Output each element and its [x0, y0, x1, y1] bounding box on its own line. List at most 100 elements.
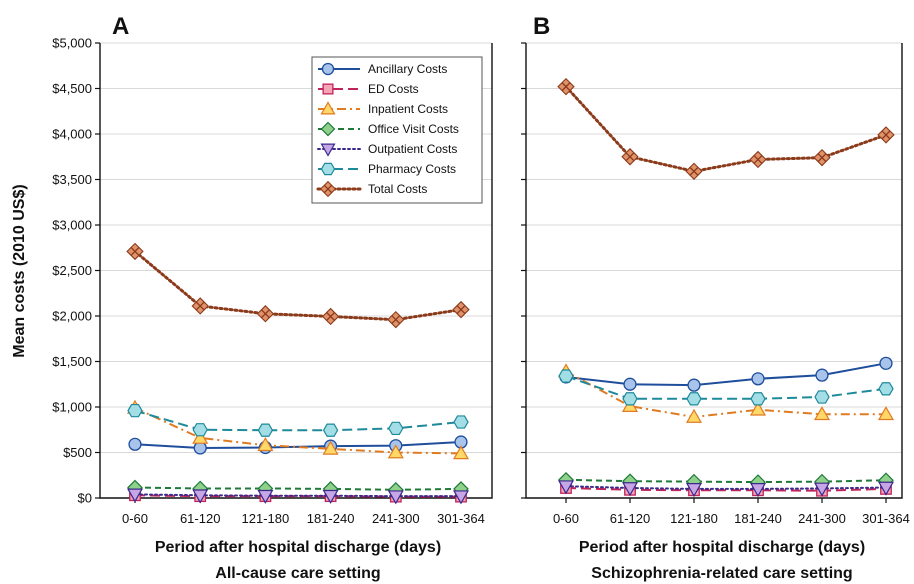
marker-inpatient-costs	[685, 408, 703, 423]
y-tick-label: $2,000	[52, 309, 92, 324]
legend-label: Pharmacy Costs	[368, 162, 456, 176]
marker-total-costs	[813, 148, 831, 167]
axes-frame	[99, 43, 493, 499]
legend-item-ed-costs: ED Costs	[318, 82, 419, 96]
marker-ancillary-costs	[751, 372, 765, 386]
series-line-outpatient-costs	[565, 485, 887, 490]
marker-pharmacy-costs	[814, 390, 830, 404]
y-tick-label: $500	[63, 445, 92, 460]
marker-total-costs	[877, 126, 895, 144]
marker-inpatient-costs	[877, 406, 895, 421]
marker-inpatient-costs	[320, 101, 336, 115]
marker-total-costs	[387, 310, 405, 329]
panel-b: 0-60 61-120 121-180 181-240 241-300 301-364 B P…	[521, 13, 910, 582]
marker-inpatient-costs	[192, 429, 209, 444]
x-tick-label: 0-60	[553, 511, 579, 526]
legend-label: Inpatient Costs	[368, 102, 448, 116]
marker-pharmacy-costs	[558, 369, 574, 383]
x-tick-label: 241-300	[798, 511, 846, 526]
legend-label: Ancillary Costs	[368, 62, 447, 76]
marker-outpatient-costs	[192, 489, 209, 504]
marker-total-costs	[557, 77, 575, 96]
marker-outpatient-costs	[320, 143, 336, 157]
y-tick-label: $3,000	[52, 218, 92, 233]
marker-outpatient-costs	[322, 489, 339, 504]
marker-inpatient-costs	[813, 406, 831, 421]
marker-ancillary-costs	[687, 378, 701, 392]
marker-inpatient-costs	[749, 401, 767, 416]
marker-pharmacy-costs	[878, 382, 894, 396]
x-tick-label: 301-364	[862, 511, 910, 526]
marker-total-costs	[685, 162, 703, 181]
marker-pharmacy-costs	[388, 421, 404, 436]
series-line-inpatient-costs	[134, 407, 462, 455]
marker-ed-costs	[322, 83, 334, 95]
x-tick-label: 61-120	[180, 511, 220, 526]
marker-outpatient-costs	[877, 481, 895, 496]
y-axis-title: Mean costs (2010 US$)	[11, 184, 28, 357]
marker-outpatient-costs	[621, 482, 639, 497]
legend-item-total-costs: Total Costs	[316, 180, 427, 198]
marker-ancillary-costs	[879, 356, 893, 370]
series-line-pharmacy-costs	[565, 375, 887, 400]
marker-pharmacy-costs	[750, 392, 766, 406]
marker-pharmacy-costs	[686, 392, 702, 406]
y-tick-label: $4,500	[52, 81, 92, 96]
series-line-ed-costs	[565, 486, 887, 492]
marker-outpatient-costs	[685, 483, 703, 498]
marker-total-costs	[749, 150, 767, 169]
axes-frame	[525, 43, 903, 499]
y-tick-label: $3,500	[52, 172, 92, 187]
y-tick-label: $2,500	[52, 263, 92, 278]
panel-a: $0 $500 $1,000 $1,500 $2,000 $2,500 $3,000 $3,5…	[11, 13, 493, 582]
series-line-office-visit-costs	[565, 478, 887, 484]
legend-item-pharmacy-costs: Pharmacy Costs	[318, 162, 456, 176]
y-tick-label: $5,000	[52, 36, 92, 51]
series-line-total-costs	[133, 249, 463, 322]
marker-outpatient-costs	[813, 482, 831, 497]
marker-ancillary-costs	[128, 437, 142, 451]
legend-label: Total Costs	[368, 182, 427, 196]
y-tick-label: $4,000	[52, 127, 92, 142]
marker-office-visit-costs	[320, 121, 336, 137]
x-tick-label: 0-60	[122, 511, 148, 526]
marker-inpatient-costs	[452, 445, 470, 460]
x-axis-title: Period after hospital discharge (days)	[579, 539, 865, 556]
marker-ancillary-costs	[815, 368, 829, 382]
marker-total-costs	[191, 297, 209, 315]
series-line-outpatient-costs	[134, 493, 462, 498]
marker-ancillary-costs	[321, 62, 335, 76]
marker-inpatient-costs	[257, 437, 274, 452]
marker-outpatient-costs	[257, 489, 274, 504]
x-tick-label: 301-364	[437, 511, 485, 526]
marker-pharmacy-costs	[192, 423, 208, 437]
marker-outpatient-costs	[557, 480, 575, 495]
series-line-pharmacy-costs	[134, 409, 462, 432]
y-tick-label: $1,000	[52, 400, 92, 415]
legend-item-outpatient-costs: Outpatient Costs	[317, 142, 457, 157]
series-line-office-visit-costs	[134, 486, 462, 491]
marker-total-costs	[452, 300, 470, 319]
marker-outpatient-costs	[452, 490, 470, 505]
legend-label: Outpatient Costs	[368, 142, 457, 156]
series-line-total-costs	[564, 85, 888, 173]
setting-label: Schizophrenia-related care setting	[591, 565, 852, 582]
marker-pharmacy-costs	[453, 415, 469, 429]
x-tick-label: 241-300	[372, 511, 420, 526]
marker-pharmacy-costs	[127, 403, 143, 418]
legend-label: Office Visit Costs	[368, 122, 459, 136]
marker-total-costs	[256, 305, 275, 323]
marker-pharmacy-costs	[257, 423, 274, 437]
setting-label: All-cause care setting	[215, 565, 380, 582]
series-line-ancillary-costs	[134, 441, 462, 449]
legend: Ancillary Costs ED Costs Inpatient Costs Of…	[311, 56, 483, 204]
legend-item-ancillary-costs: Ancillary Costs	[318, 62, 447, 76]
x-axis-title: Period after hospital discharge (days)	[155, 539, 441, 556]
x-tick-label: 121-180	[670, 511, 718, 526]
x-tick-label: 181-240	[307, 511, 355, 526]
x-tick-label: 181-240	[734, 511, 782, 526]
legend-label: ED Costs	[368, 82, 419, 96]
legend-item-inpatient-costs: Inpatient Costs	[318, 101, 448, 116]
marker-outpatient-costs	[749, 483, 767, 498]
